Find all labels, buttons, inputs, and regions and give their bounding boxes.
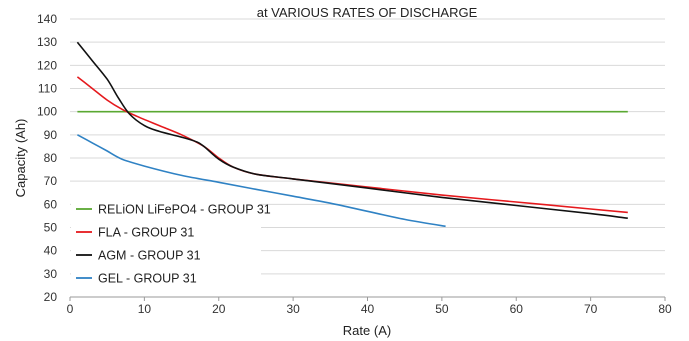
- chart-title: at VARIOUS RATES OF DISCHARGE: [257, 5, 478, 20]
- x-tick-label-70: 70: [584, 302, 598, 316]
- x-tick-label-10: 10: [138, 302, 152, 316]
- x-axis-ticks: 0 10 20 30 40 50 60 70 80: [67, 297, 672, 316]
- y-tick-label-50: 50: [44, 221, 58, 235]
- y-tick-label-140: 140: [37, 12, 57, 26]
- y-tick-label-60: 60: [44, 197, 58, 211]
- y-tick-label-120: 120: [37, 58, 57, 72]
- y-axis-title: Capacity (Ah): [13, 119, 28, 198]
- legend-label-1: FLA - GROUP 31: [98, 226, 194, 240]
- x-tick-label-30: 30: [286, 302, 300, 316]
- x-tick-label-80: 80: [658, 302, 672, 316]
- y-tick-label-20: 20: [44, 290, 58, 304]
- series-line-3: [77, 134, 446, 228]
- x-tick-label-60: 60: [510, 302, 524, 316]
- y-tick-label-100: 100: [37, 105, 57, 119]
- x-axis-title: Rate (A): [343, 323, 391, 338]
- y-tick-label-40: 40: [44, 244, 58, 258]
- x-tick-label-0: 0: [67, 302, 74, 316]
- x-tick-label-50: 50: [435, 302, 449, 316]
- y-tick-label-130: 130: [37, 35, 57, 49]
- y-tick-label-30: 30: [44, 267, 58, 281]
- legend-label-3: GEL - GROUP 31: [98, 272, 197, 286]
- y-tick-label-90: 90: [44, 128, 58, 142]
- series-layer: [76, 41, 628, 228]
- legend: RELiON LiFePO4 - GROUP 31 FLA - GROUP 31 A…: [76, 203, 271, 286]
- x-tick-label-20: 20: [212, 302, 226, 316]
- series-line-1: [76, 76, 628, 214]
- x-tick-label-40: 40: [361, 302, 375, 316]
- legend-background: [71, 196, 261, 294]
- series-line-2: [76, 41, 628, 219]
- y-tick-label-110: 110: [38, 82, 57, 96]
- y-tick-label-70: 70: [44, 174, 58, 188]
- y-axis-ticks: 20 30 40 50 60 70 80 90 100 110 120 130 140: [37, 12, 57, 304]
- legend-label-0: RELiON LiFePO4 - GROUP 31: [98, 203, 271, 217]
- y-tick-label-80: 80: [44, 151, 58, 165]
- legend-label-2: AGM - GROUP 31: [98, 249, 201, 263]
